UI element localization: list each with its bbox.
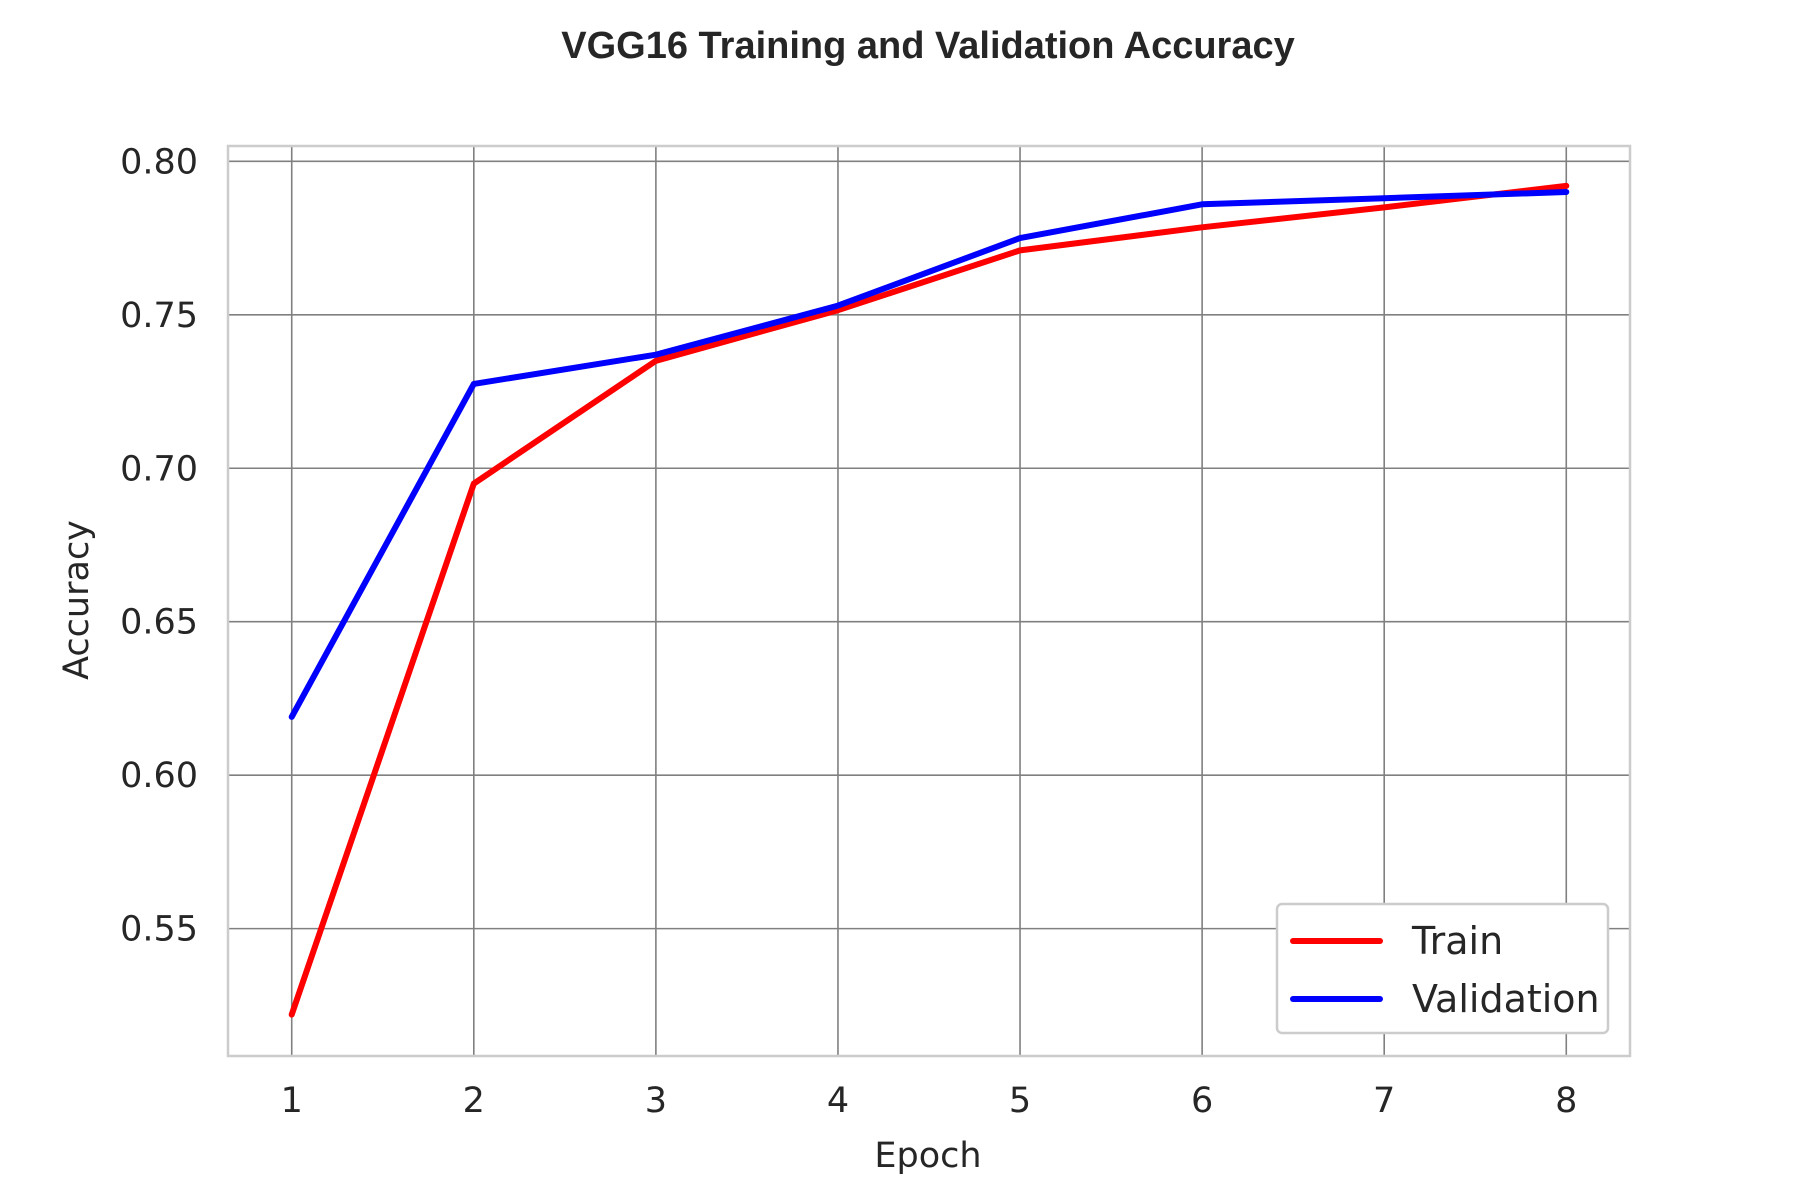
y-tick-label: 0.65 bbox=[120, 603, 198, 643]
x-tick-label: 6 bbox=[1191, 1081, 1213, 1121]
legend: Train Validation bbox=[1275, 902, 1610, 1035]
series-line-train bbox=[288, 182, 1570, 1018]
y-tick-labels: 0.55 0.60 0.65 0.70 0.75 0.80 bbox=[120, 142, 198, 949]
legend-label-train: Train bbox=[1411, 919, 1503, 963]
y-tick-label: 0.80 bbox=[120, 142, 198, 182]
y-tick-label: 0.55 bbox=[120, 910, 198, 950]
x-tick-label: 4 bbox=[827, 1081, 849, 1121]
x-tick-label: 1 bbox=[281, 1081, 303, 1121]
chart-title: VGG16 Training and Validation Accuracy bbox=[561, 25, 1295, 67]
y-axis-label: Accuracy bbox=[57, 520, 97, 680]
x-tick-label: 5 bbox=[1009, 1081, 1031, 1121]
y-tick-label: 0.75 bbox=[120, 296, 198, 336]
series-lines bbox=[288, 182, 1570, 1018]
grid-lines bbox=[228, 146, 1630, 1056]
y-tick-label: 0.60 bbox=[120, 756, 198, 796]
plot-frame bbox=[226, 144, 1632, 1058]
x-tick-labels: 1 2 3 4 5 6 7 8 bbox=[281, 1081, 1578, 1121]
y-tick-label: 0.70 bbox=[120, 449, 198, 489]
x-axis-label: Epoch bbox=[874, 1136, 981, 1176]
series-line-validation bbox=[288, 189, 1570, 720]
x-tick-label: 2 bbox=[463, 1081, 485, 1121]
x-tick-label: 3 bbox=[645, 1081, 667, 1121]
x-tick-label: 7 bbox=[1373, 1081, 1395, 1121]
x-tick-label: 8 bbox=[1555, 1081, 1577, 1121]
legend-label-validation: Validation bbox=[1412, 977, 1600, 1021]
legend-items: Train Validation bbox=[1290, 919, 1600, 1021]
